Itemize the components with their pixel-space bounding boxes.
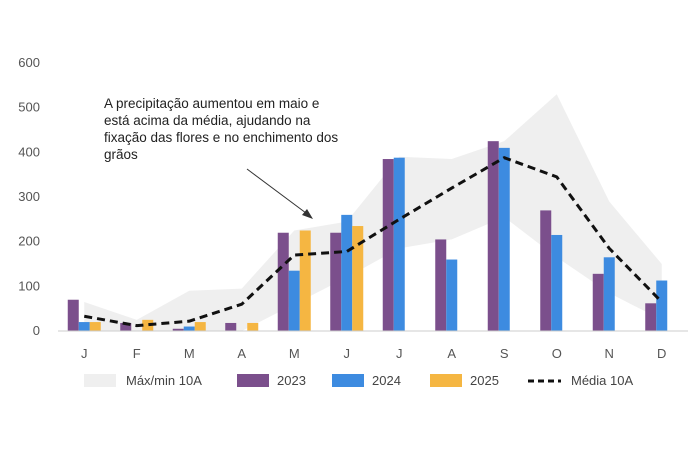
bar-2024-5: [341, 214, 353, 331]
range-band-layer: [84, 94, 662, 332]
y-axis-ticks: 0 100 200 300 400 500 600: [18, 55, 40, 338]
bar-2023-4: [277, 232, 289, 331]
y-tick-label: 100: [18, 278, 40, 293]
range-band: [84, 94, 662, 332]
annotation: A precipitação aumentou em maio e está a…: [104, 96, 338, 219]
bar-2024-6: [393, 157, 405, 331]
legend-swatch-2023: [237, 374, 269, 387]
legend-swatch-2025: [430, 374, 462, 387]
x-tick-label: N: [605, 346, 614, 361]
legend-swatch-2024: [332, 374, 364, 387]
bar-2025-4: [299, 230, 311, 331]
y-tick-label: 200: [18, 234, 40, 249]
bar-2024-11: [656, 280, 668, 331]
bar-2023-9: [540, 210, 552, 331]
annotation-arrow-head: [302, 209, 313, 219]
bar-2025-2: [194, 322, 206, 331]
bar-2023-7: [435, 239, 447, 331]
bar-2025-5: [352, 226, 364, 331]
x-tick-label: J: [396, 346, 403, 361]
bar-2024-9: [551, 234, 563, 331]
bar-2023-11: [645, 303, 657, 331]
x-tick-label: J: [344, 346, 351, 361]
bar-2025-0: [89, 322, 101, 331]
x-tick-label: A: [447, 346, 456, 361]
x-tick-label: F: [133, 346, 141, 361]
bar-2023-8: [487, 141, 499, 331]
x-tick-label: S: [500, 346, 509, 361]
x-tick-label: A: [237, 346, 246, 361]
bar-2024-8: [498, 147, 510, 331]
legend-label-2024: 2024: [372, 373, 401, 388]
annotation-line-4: grãos: [104, 147, 138, 162]
bar-2024-2: [183, 326, 195, 331]
annotation-line-3: fixação das flores e no enchimento dos: [104, 130, 338, 145]
legend-label-2025: 2025: [470, 373, 499, 388]
annotation-line-2: está acima da média, ajudando na: [104, 113, 311, 128]
x-tick-label: D: [657, 346, 666, 361]
x-tick-label: M: [289, 346, 300, 361]
y-tick-label: 400: [18, 144, 40, 159]
bar-2023-6: [382, 159, 394, 331]
annotation-arrow-shaft: [246, 168, 311, 217]
bar-2025-1: [142, 319, 154, 331]
y-tick-label: 500: [18, 100, 40, 115]
bar-2024-0: [78, 322, 90, 331]
x-tick-label: O: [552, 346, 562, 361]
bar-2023-3: [225, 322, 237, 331]
legend-label-2023: 2023: [277, 373, 306, 388]
bar-2025-3: [247, 322, 259, 331]
x-tick-label: J: [81, 346, 88, 361]
bar-2023-1: [120, 322, 132, 331]
legend-label-range: Máx/min 10A: [126, 373, 202, 388]
bar-2023-2: [172, 328, 184, 331]
line-media-10a: [83, 156, 663, 328]
line-layer: [83, 156, 663, 328]
bar-2024-7: [446, 259, 458, 331]
annotation-line-1: A precipitação aumentou em maio e: [104, 96, 319, 111]
bar-2023-0: [67, 299, 79, 331]
x-tick-label: M: [184, 346, 195, 361]
bar-layer: [67, 141, 668, 331]
legend: Máx/min 10A 2023 2024 2025 Média 10A: [84, 373, 633, 388]
bar-2024-10: [603, 257, 615, 331]
bar-2023-5: [330, 232, 342, 331]
y-tick-label: 0: [33, 323, 40, 338]
legend-label-media: Média 10A: [571, 373, 633, 388]
bar-2024-4: [288, 270, 300, 331]
legend-swatch-range: [84, 374, 116, 387]
y-tick-label: 300: [18, 189, 40, 204]
bar-2023-10: [592, 273, 604, 331]
y-tick-label: 600: [18, 55, 40, 70]
